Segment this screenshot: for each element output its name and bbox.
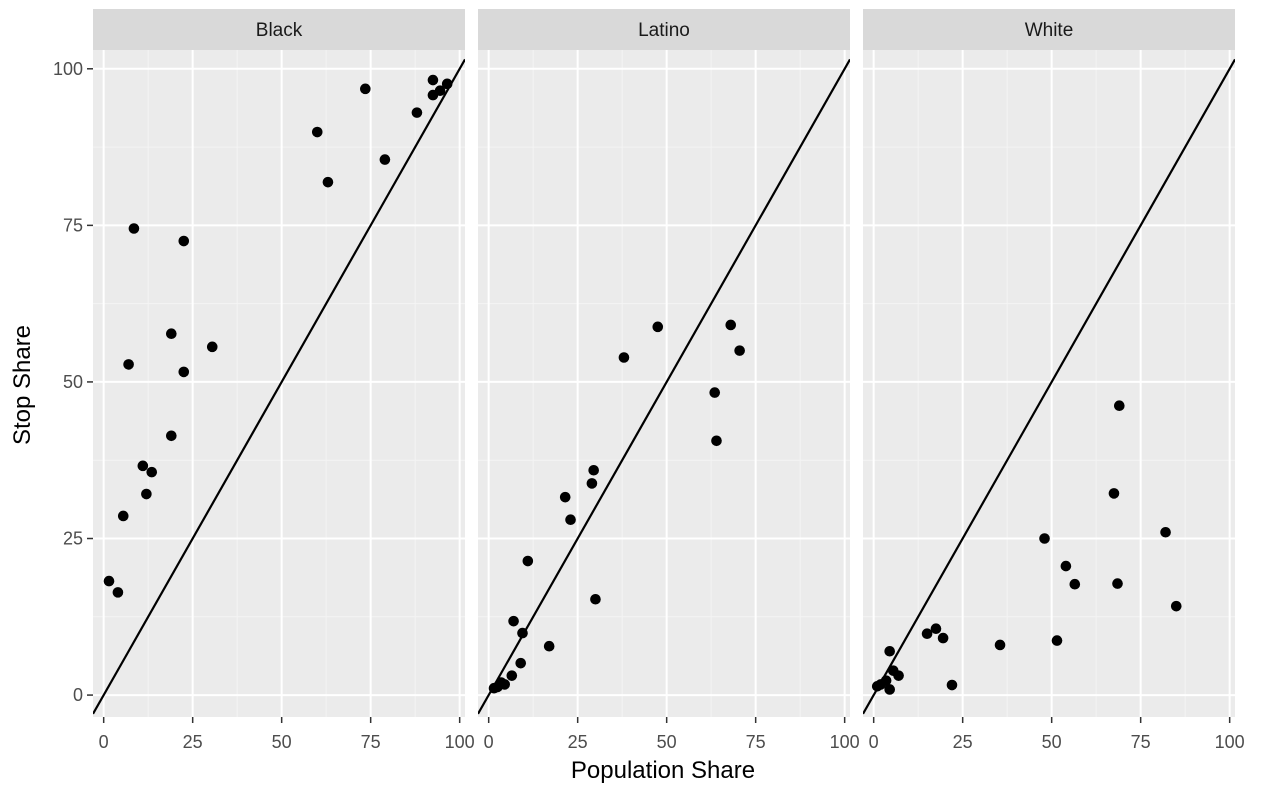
data-point	[994, 639, 1006, 651]
panel-strip	[478, 9, 850, 50]
data-point	[930, 623, 942, 634]
y-tick-label: 100	[53, 59, 83, 79]
data-point	[137, 460, 149, 472]
data-point	[128, 223, 140, 234]
data-point	[206, 341, 218, 353]
data-point	[559, 491, 571, 503]
data-point	[499, 679, 510, 690]
data-point	[937, 632, 949, 644]
y-tick-label: 50	[63, 372, 83, 392]
data-point	[112, 587, 124, 598]
data-point	[166, 430, 177, 442]
reference-line	[478, 58, 850, 715]
x-tick-label: 100	[1215, 732, 1245, 752]
x-axis: 0 25 50 75 100 0 25 50 75 100 0 25 50 75 100	[99, 717, 1245, 752]
y-tick-label: 0	[73, 685, 83, 705]
data-point	[411, 107, 423, 118]
data-point	[434, 85, 446, 97]
data-point	[1060, 560, 1072, 572]
x-tick-label: 100	[830, 732, 860, 752]
y-axis: 0 25 50 75 100	[53, 59, 93, 705]
panel-strip-label: Latino	[638, 20, 690, 41]
data-point	[1051, 635, 1063, 646]
data-point	[1160, 526, 1171, 538]
reference-line	[863, 58, 1235, 715]
data-point	[543, 640, 555, 652]
data-point	[586, 478, 598, 489]
data-point	[884, 684, 895, 695]
x-tick-label: 0	[869, 732, 879, 752]
x-tick-label: 25	[183, 732, 203, 752]
panel-black: Black	[93, 9, 465, 717]
x-tick-label: 100	[445, 732, 475, 752]
data-point	[590, 593, 601, 605]
x-tick-label: 50	[657, 732, 677, 752]
data-point	[711, 435, 722, 447]
panel-strip	[93, 9, 465, 50]
data-point	[515, 657, 527, 669]
panel-strip	[863, 9, 1235, 50]
data-point	[178, 366, 190, 378]
data-point	[1069, 578, 1081, 590]
reference-line	[93, 58, 465, 715]
x-tick-label: 0	[484, 732, 494, 752]
data-point	[506, 670, 518, 681]
x-axis-title: Population Share	[571, 757, 755, 784]
data-point	[146, 466, 158, 478]
data-point	[1039, 533, 1050, 544]
data-point	[1108, 488, 1120, 499]
x-tick-label: 0	[99, 732, 109, 752]
data-point	[618, 352, 630, 363]
data-point	[178, 235, 190, 247]
panel-strip-label: Black	[256, 20, 303, 41]
data-point	[1114, 400, 1125, 412]
x-tick-label: 50	[272, 732, 292, 752]
y-tick-label: 25	[63, 529, 83, 549]
data-point	[725, 319, 737, 331]
panel-latino: Latino	[478, 9, 850, 717]
x-tick-label: 75	[1131, 732, 1151, 752]
y-tick-label: 75	[63, 215, 83, 235]
data-point	[588, 464, 599, 476]
data-point	[522, 555, 534, 567]
data-point	[379, 154, 391, 165]
data-point	[427, 74, 439, 86]
data-point	[311, 126, 323, 138]
x-tick-label: 25	[568, 732, 588, 752]
data-point	[517, 627, 528, 639]
data-point	[880, 675, 892, 686]
data-point	[1170, 600, 1182, 612]
data-point	[166, 328, 177, 340]
y-axis-title: Stop Share	[9, 325, 36, 445]
data-point	[565, 514, 576, 526]
data-point	[360, 83, 371, 95]
panels-layer: Black Latino White	[93, 9, 1235, 717]
x-tick-label: 75	[361, 732, 381, 752]
data-point	[441, 78, 453, 90]
data-point	[946, 679, 958, 691]
data-point	[652, 321, 664, 333]
x-tick-label: 25	[953, 732, 973, 752]
x-tick-label: 50	[1042, 732, 1062, 752]
data-point	[322, 176, 334, 188]
data-point	[117, 510, 129, 522]
data-point	[921, 628, 933, 640]
data-point	[103, 575, 115, 587]
panel-strip-label: White	[1025, 20, 1074, 41]
data-point	[123, 359, 134, 370]
data-point	[508, 615, 519, 627]
data-point	[884, 645, 895, 657]
panel-white: White	[863, 9, 1235, 717]
x-tick-label: 75	[746, 732, 766, 752]
data-point	[734, 345, 745, 356]
data-point	[709, 387, 721, 398]
data-point	[1112, 578, 1123, 589]
data-point	[141, 488, 152, 500]
data-point	[893, 670, 904, 681]
